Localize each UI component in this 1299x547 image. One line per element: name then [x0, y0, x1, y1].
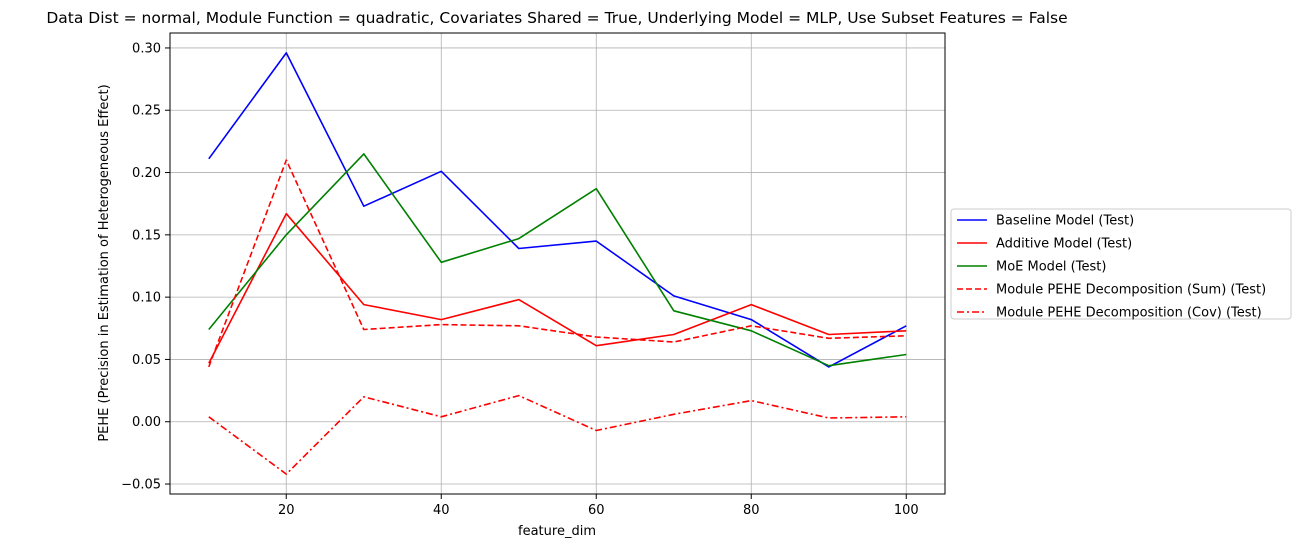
x-tick-label: 20 — [278, 503, 295, 518]
series-line-2 — [208, 212, 907, 364]
x-tick-label: 60 — [588, 503, 605, 518]
y-tick-label: 0.05 — [132, 353, 161, 368]
y-tick-label: 0.20 — [132, 166, 161, 181]
legend-label: MoE Model (Test) — [996, 260, 1106, 275]
x-tick-label: 40 — [433, 503, 450, 518]
y-tick-label: 0.15 — [132, 228, 161, 243]
axis-ticks: 20 40 60 80 100 −0.05 0.00 0.05 0.10 0.15 0.20 0.25… — [121, 41, 919, 518]
series-line-3 — [208, 153, 907, 367]
legend-label: Module PEHE Decomposition (Cov) (Test) — [996, 306, 1262, 321]
y-tick-label: 0.10 — [132, 291, 161, 306]
x-tick-label: 80 — [743, 503, 760, 518]
plot-lines — [208, 52, 907, 475]
plot-frame — [169, 32, 946, 495]
legend: Baseline Model (Test) Additive Model (Tes… — [950, 208, 1292, 321]
y-axis-label: PEHE (Precision in Estimation of Heterog… — [97, 84, 112, 441]
x-axis-label: feature_dim — [518, 524, 596, 539]
series-line-5 — [208, 394, 907, 475]
series-line-1 — [208, 52, 907, 368]
y-tick-label: −0.05 — [121, 478, 161, 493]
legend-label: Module PEHE Decomposition (Sum) (Test) — [996, 283, 1266, 298]
y-tick-label: 0.00 — [132, 415, 161, 430]
chart-title: Data Dist = normal, Module Function = qu… — [46, 9, 1067, 27]
y-tick-label: 0.30 — [132, 41, 161, 56]
x-tick-label: 100 — [894, 503, 919, 518]
grid — [170, 33, 945, 494]
legend-label: Additive Model (Test) — [996, 237, 1132, 252]
legend-label: Baseline Model (Test) — [996, 214, 1134, 229]
y-tick-label: 0.25 — [132, 104, 161, 119]
series-line-4 — [208, 159, 907, 368]
legend-frame — [950, 208, 1292, 320]
